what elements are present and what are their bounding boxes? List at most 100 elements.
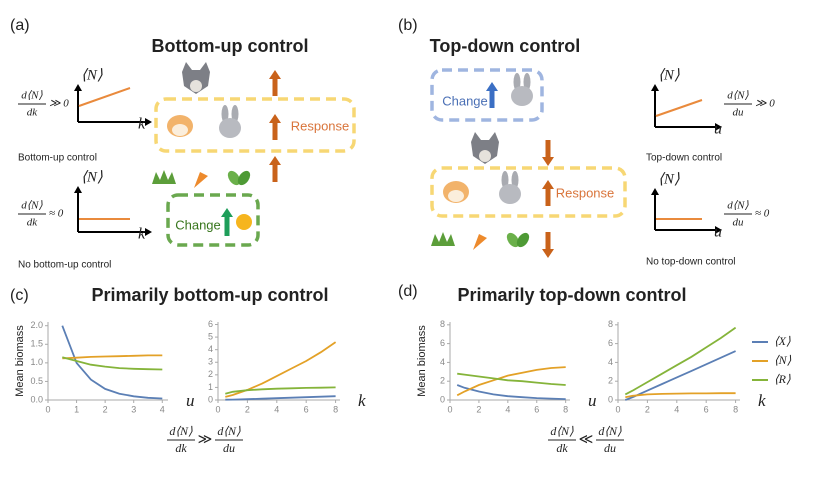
arrow [269,156,281,182]
x-tick-label: 3 [131,404,136,414]
y-tick-label: 4 [440,357,445,367]
wolf-icon [479,150,491,162]
axis-head [145,118,152,126]
change-label: Change [442,93,488,108]
fraction-denominator: dk [27,107,39,119]
grass-icon [152,170,176,184]
wolf-icon [471,132,499,164]
response-curve [655,99,703,117]
panel-label: (a) [10,17,30,34]
y-tick-label: 4 [208,344,213,354]
y-tick-label: 2 [208,369,213,379]
response-box [154,97,356,153]
x-tick-label: 1 [74,404,79,414]
panel-title: Top-down control [430,36,581,56]
y-axis-label: Mean biomass [14,325,26,397]
arrow [269,114,281,140]
y-tick-label: 3 [208,357,213,367]
x-tick-label: 8 [563,404,568,414]
x-tick-label: 6 [304,404,309,414]
wolf-icon [182,62,210,94]
y-axis-label: Mean biomass [416,325,428,397]
fraction-denominator: dk [175,441,187,455]
arrow [542,140,554,166]
fraction-denominator: du [733,107,745,119]
hamster-icon [172,124,188,136]
formula-relation: ≈ 0 [755,208,770,220]
y-tick-label: 8 [440,319,445,329]
x-tick-label: 2 [476,404,481,414]
axis-label: k [138,226,146,243]
x-tick-label: 4 [160,404,165,414]
rabbit-icon [511,86,533,106]
legend-label: ⟨N⟩ [774,353,792,367]
series-line [456,366,566,397]
arrow [221,208,233,236]
fraction-numerator: d⟨N⟩ [21,90,43,102]
series-line [61,325,163,400]
sun-icon [236,214,252,230]
fraction-denominator: dk [27,217,39,229]
response-label: Response [556,185,615,200]
caption: No bottom-up control [18,260,111,271]
y-tick-label: 6 [608,338,613,348]
fraction-numerator: d⟨N⟩ [727,200,749,212]
x-tick-label: 0 [215,404,220,414]
caption: No top-down control [646,257,736,268]
formula-relation: ≫ [198,431,213,447]
legend-label: ⟨R⟩ [774,372,791,386]
y-tick-label: 1.5 [30,339,43,349]
hamster-icon [448,190,464,202]
arrow [542,232,554,258]
y-tick-label: 0 [208,394,213,404]
x-tick-label: 8 [733,404,738,414]
series-line [625,392,736,399]
arrow [542,180,554,206]
formula-relation: ≫ 0 [49,98,69,110]
formula-relation: ≫ 0 [755,98,775,110]
fraction-numerator: d⟨N⟩ [169,424,193,438]
y-tick-label: 2 [440,376,445,386]
axis-head [715,226,722,234]
axis-label: u [714,224,722,241]
leaf-icon [506,232,520,248]
axis-head [74,186,82,193]
axis-head [651,188,659,195]
x-tick-label: 2 [103,404,108,414]
y-tick-label: 0 [440,394,445,404]
axis-label: u [714,121,722,138]
x-axis-label: k [358,391,366,410]
y-tick-label: 8 [608,319,613,329]
fraction-denominator: du [604,441,616,455]
x-tick-label: 6 [704,404,709,414]
axis-head [145,228,152,236]
y-tick-label: 1.0 [30,357,43,367]
axis-label: ⟨N⟩ [81,67,103,83]
panel-label: (c) [10,287,29,304]
leaf-icon [237,170,251,186]
leaf-icon [227,170,241,186]
fraction-denominator: dk [556,441,568,455]
fraction-numerator: d⟨N⟩ [598,424,622,438]
y-tick-label: 1 [208,382,213,392]
y-tick-label: 0 [608,394,613,404]
x-axis-label: u [186,391,195,410]
y-tick-label: 5 [208,331,213,341]
wolf-icon [190,80,202,92]
y-tick-label: 6 [208,319,213,329]
change-label: Change [175,217,221,232]
carrot-icon [473,234,487,250]
x-tick-label: 4 [505,404,510,414]
rabbit-icon [219,118,241,138]
arrow [486,82,498,108]
x-tick-label: 4 [274,404,279,414]
fraction-numerator: d⟨N⟩ [21,200,43,212]
series-line [624,326,737,396]
axis-head [651,84,659,91]
x-tick-label: 0 [45,404,50,414]
x-tick-label: 4 [674,404,679,414]
y-tick-label: 2 [608,376,613,386]
y-tick-label: 2.0 [30,320,43,330]
fraction-denominator: du [223,441,235,455]
